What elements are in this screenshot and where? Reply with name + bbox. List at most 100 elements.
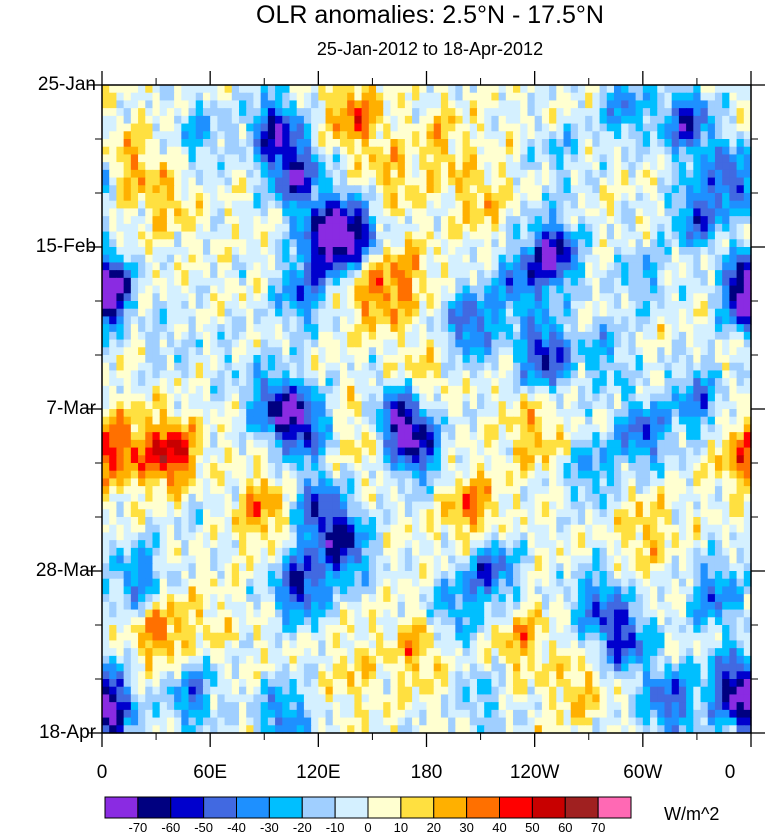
field-cell (267, 223, 276, 233)
field-cell (217, 501, 226, 510)
field-cell (628, 200, 637, 210)
field-cell (433, 108, 442, 117)
field-cell (275, 131, 283, 140)
field-cell (296, 339, 305, 348)
field-cell (361, 378, 370, 387)
field-cell (678, 239, 687, 248)
field-cell (347, 223, 355, 233)
field-cell (621, 262, 630, 271)
field-cell (722, 177, 730, 186)
field-cell (231, 139, 240, 148)
field-cell (505, 393, 514, 402)
field-cell (686, 409, 694, 418)
field-cell (332, 308, 341, 318)
field-cell (491, 339, 500, 348)
field-cell (376, 231, 384, 240)
field-cell (318, 200, 327, 210)
field-cell (282, 223, 291, 233)
field-cell (210, 316, 218, 325)
field-cell (123, 115, 132, 125)
field-cell (296, 231, 305, 240)
field-cell (419, 208, 428, 217)
field-cell (145, 455, 154, 464)
field-cell (520, 92, 529, 102)
field-cell (102, 270, 110, 279)
field-cell (138, 177, 146, 186)
field-cell (419, 169, 428, 179)
field-cell (736, 123, 745, 132)
field-cell (599, 277, 608, 287)
field-cell (318, 393, 327, 402)
field-cell (181, 316, 190, 325)
field-cell (613, 493, 622, 503)
field-cell (289, 146, 298, 156)
field-cell (556, 355, 565, 364)
field-cell (339, 347, 348, 356)
field-cell (671, 470, 680, 480)
field-cell (159, 393, 168, 402)
field-cell (412, 177, 420, 186)
field-cell (577, 478, 586, 487)
field-cell (549, 193, 557, 202)
field-cell (527, 370, 536, 379)
field-cell (577, 239, 586, 248)
field-cell (613, 486, 622, 495)
field-cell (729, 339, 738, 348)
field-cell (289, 501, 298, 510)
field-cell (577, 370, 586, 379)
field-cell (311, 223, 319, 233)
field-cell (166, 270, 175, 279)
field-cell (635, 154, 644, 163)
field-cell (303, 223, 312, 233)
field-cell (577, 223, 586, 233)
field-cell (368, 301, 377, 310)
field-cell (339, 385, 348, 395)
field-cell (224, 432, 233, 441)
field-cell (368, 486, 377, 495)
field-cell (671, 270, 680, 279)
field-cell (368, 262, 377, 271)
field-cell (181, 478, 190, 487)
field-cell (722, 439, 730, 449)
field-cell (541, 293, 550, 302)
field-cell (188, 493, 197, 503)
field-cell (412, 486, 420, 495)
field-cell (426, 324, 435, 333)
field-cell (390, 177, 399, 186)
field-cell (433, 385, 442, 395)
field-cell (275, 455, 283, 464)
field-cell (239, 439, 247, 449)
field-cell (123, 416, 132, 426)
field-cell (613, 223, 622, 233)
field-cell (686, 162, 694, 171)
field-cell (390, 154, 399, 163)
field-cell (671, 385, 680, 395)
field-cell (130, 231, 139, 240)
field-cell (239, 493, 247, 503)
field-cell (376, 154, 384, 163)
field-cell (275, 108, 283, 117)
field-cell (231, 339, 240, 348)
field-cell (621, 324, 630, 333)
field-cell (729, 308, 738, 318)
field-cell (404, 439, 413, 449)
field-cell (585, 409, 593, 418)
field-cell (484, 131, 492, 140)
field-cell (354, 154, 363, 163)
field-cell (224, 339, 233, 348)
field-cell (267, 362, 276, 372)
field-cell (311, 123, 319, 132)
field-cell (231, 247, 240, 256)
field-cell (570, 193, 579, 202)
field-cell (419, 123, 428, 132)
field-cell (159, 301, 168, 310)
field-cell (354, 247, 363, 256)
field-cell (686, 123, 694, 132)
field-cell (577, 362, 586, 372)
field-cell (606, 362, 615, 372)
field-cell (332, 355, 341, 364)
field-cell (325, 455, 334, 464)
field-cell (599, 301, 608, 310)
field-cell (152, 331, 161, 341)
field-cell (599, 393, 608, 402)
